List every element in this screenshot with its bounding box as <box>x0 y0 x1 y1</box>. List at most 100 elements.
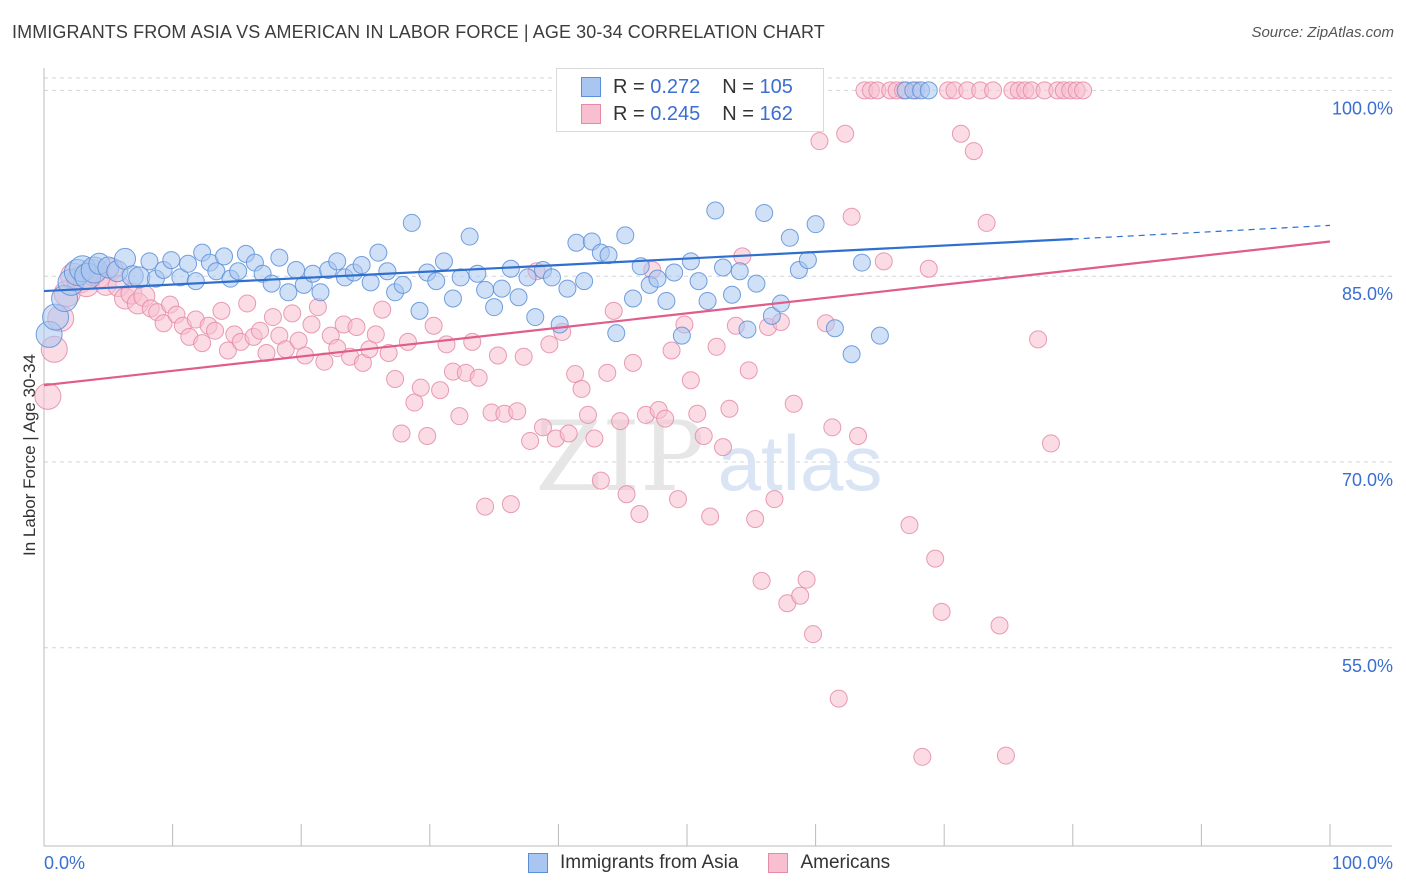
asia-point <box>476 280 495 299</box>
americans-point <box>578 405 597 424</box>
asia-point <box>698 291 717 310</box>
asia-point <box>780 228 799 247</box>
americans-point <box>566 365 585 384</box>
americans-point <box>257 343 276 362</box>
asia-point <box>434 252 453 271</box>
americans-point <box>913 747 932 766</box>
asia-point <box>451 268 470 287</box>
americans-point <box>784 394 803 413</box>
stats-row-americans: R = 0.245 N = 162 <box>581 103 793 125</box>
n-label: N = <box>722 102 754 125</box>
americans-point <box>951 124 970 143</box>
americans-point <box>900 516 919 535</box>
asia-point <box>806 215 825 234</box>
asia-point <box>443 289 462 308</box>
americans-point <box>585 429 604 448</box>
americans-point <box>739 361 758 380</box>
asia-point <box>393 275 412 294</box>
americans-point <box>591 471 610 490</box>
legend-item-asia[interactable]: Immigrants from Asia <box>528 852 738 874</box>
americans-point <box>977 213 996 232</box>
asia-point <box>378 262 397 281</box>
americans-point <box>797 570 816 589</box>
americans-point <box>424 316 443 335</box>
asia-point <box>723 285 742 304</box>
asia-legend-swatch <box>528 853 548 873</box>
asia-point <box>558 279 577 298</box>
asia-point <box>270 248 289 267</box>
asia-point <box>518 268 537 287</box>
asia-point <box>762 306 781 325</box>
americans-point <box>714 438 733 457</box>
americans-point <box>154 314 173 333</box>
americans-point <box>508 402 527 421</box>
asia-point <box>870 326 889 345</box>
americans-point <box>707 337 726 356</box>
asia-point <box>279 283 298 302</box>
americans-point <box>701 507 720 526</box>
asia-point <box>311 283 330 302</box>
americans-point <box>598 363 617 382</box>
y-tick-label: 55.0% <box>1342 656 1393 676</box>
americans-point <box>630 505 649 524</box>
americans-point <box>418 426 437 445</box>
asia-point <box>303 264 322 283</box>
asia-point <box>842 345 861 364</box>
americans-point <box>746 509 765 528</box>
americans-point <box>984 81 1003 100</box>
americans-point <box>932 602 951 621</box>
asia-trend-line <box>43 237 1073 293</box>
americans-point <box>251 321 270 340</box>
americans-point <box>218 341 237 360</box>
americans-point <box>437 335 456 354</box>
americans-point <box>926 549 945 568</box>
asia-point <box>427 272 446 291</box>
americans-point <box>540 335 559 354</box>
asia-point <box>542 268 561 287</box>
asia-point <box>567 233 586 252</box>
n-value: 105 <box>759 75 793 98</box>
r-label: R = <box>613 75 645 98</box>
americans-point <box>521 431 540 450</box>
americans-point <box>919 259 938 278</box>
axes <box>43 68 1392 847</box>
americans-point <box>572 379 591 398</box>
americans-point <box>668 490 687 509</box>
americans-point <box>450 407 469 426</box>
americans-point <box>791 586 810 605</box>
asia-point <box>550 315 569 334</box>
asia-trend-extension <box>1072 224 1331 240</box>
americans-point <box>829 689 848 708</box>
asia-point <box>648 269 667 288</box>
asia-point <box>665 263 684 282</box>
americans-point <box>662 341 681 360</box>
americans-point <box>990 616 1009 635</box>
y-tick-label: 100.0% <box>1332 98 1393 118</box>
americans-point <box>501 495 520 514</box>
americans-point <box>681 371 700 390</box>
asia-point <box>369 243 388 262</box>
legend-label-americans: Americans <box>800 852 891 873</box>
asia-point <box>730 262 749 281</box>
asia-point <box>460 227 479 246</box>
asia-point <box>738 320 757 339</box>
asia-point <box>179 254 198 273</box>
asia-point <box>798 251 817 270</box>
asia-point <box>657 291 676 310</box>
asia-point <box>361 273 380 292</box>
americans-point <box>283 304 302 323</box>
legend-item-americans[interactable]: Americans <box>768 852 890 874</box>
series-legend: Immigrants from Asia Americans <box>528 852 920 874</box>
asia-swatch <box>581 77 601 97</box>
americans-point <box>366 325 385 344</box>
americans-point <box>604 301 623 320</box>
americans-point <box>405 393 424 412</box>
americans-point <box>656 409 675 428</box>
asia-point <box>747 274 766 293</box>
n-label: N = <box>722 75 754 98</box>
asia-point <box>410 301 429 320</box>
asia-point <box>526 308 545 327</box>
americans-point <box>752 571 771 590</box>
americans-point <box>559 424 578 443</box>
